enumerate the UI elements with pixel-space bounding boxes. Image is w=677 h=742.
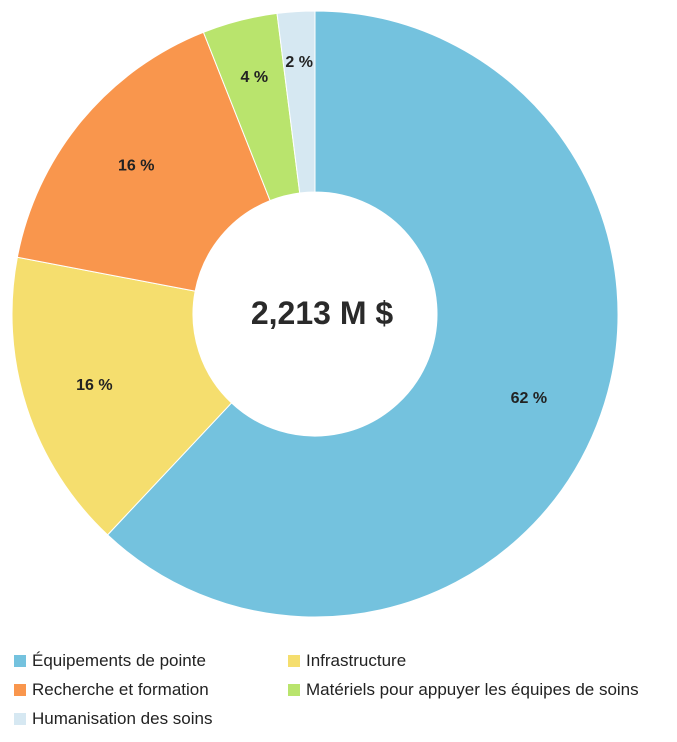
slice-label-equipements: 62 %	[511, 390, 547, 407]
slice-label-infrastructure: 16 %	[76, 377, 112, 394]
chart-legend: Équipements de pointe Infrastructure Rec…	[14, 646, 674, 738]
legend-label: Humanisation des soins	[32, 709, 213, 728]
donut-slice-infrastructure	[11, 256, 233, 536]
slice-label-humanisation: 2 %	[285, 54, 313, 71]
slice-label-recherche: 16 %	[118, 158, 154, 175]
donut-slice-humanisation	[276, 10, 316, 194]
donut-slices	[11, 10, 619, 618]
legend-swatch	[14, 684, 26, 696]
legend-label: Matériels pour appuyer les équipes de so…	[306, 680, 639, 699]
donut-center-total: 2,213 M $	[251, 295, 394, 331]
legend-item-equipements: Équipements de pointe	[14, 648, 206, 674]
donut-chart: 62 % 16 % 16 % 4 % 2 % 2,213 M $	[11, 10, 619, 618]
legend-swatch	[288, 684, 300, 696]
slice-label-materiels: 4 %	[241, 69, 269, 86]
donut-slice-recherche	[16, 31, 271, 292]
legend-swatch	[14, 655, 26, 667]
donut-slice-labels: 62 % 16 % 16 % 4 % 2 %	[76, 54, 547, 407]
legend-label: Équipements de pointe	[32, 651, 206, 670]
legend-item-humanisation: Humanisation des soins	[14, 706, 212, 732]
legend-swatch	[14, 713, 26, 725]
legend-item-infrastructure: Infrastructure	[288, 648, 406, 674]
legend-item-recherche: Recherche et formation	[14, 677, 209, 703]
legend-swatch	[288, 655, 300, 667]
donut-slice-equipements	[106, 10, 619, 618]
legend-label: Infrastructure	[306, 651, 407, 670]
legend-label: Recherche et formation	[32, 680, 209, 699]
legend-item-materiels: Matériels pour appuyer les équipes de so…	[288, 677, 639, 703]
